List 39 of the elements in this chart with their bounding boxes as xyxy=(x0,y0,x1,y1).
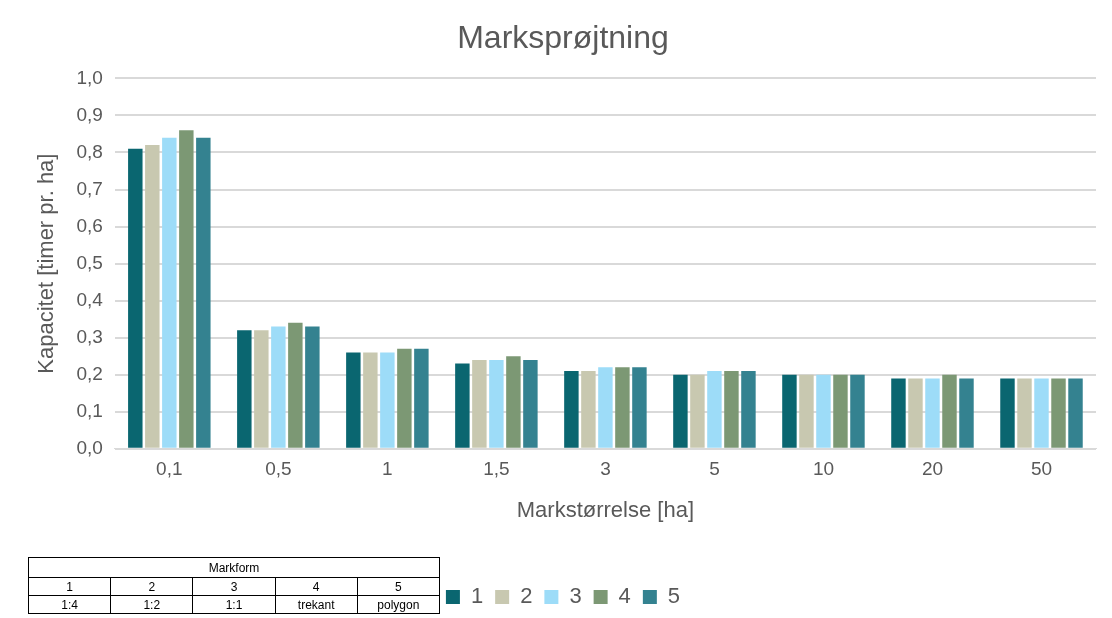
x-tick-label: 5 xyxy=(709,458,720,480)
x-tick-label: 0,1 xyxy=(156,458,183,480)
text: 4 xyxy=(312,579,320,594)
y-tick-label: 0,8 xyxy=(76,140,103,162)
y-tick-label: 0,1 xyxy=(76,399,103,421)
x-tick-label: 10 xyxy=(812,458,835,480)
y-tick-label: 1,0 xyxy=(76,66,103,88)
text: 2 xyxy=(148,579,156,594)
text: 1:4 xyxy=(28,595,111,614)
legend-label: 5 xyxy=(667,583,681,609)
x-tick-label: 0,5 xyxy=(265,458,292,480)
y-tick-label: 0,5 xyxy=(76,251,103,273)
x-tick-label: 50 xyxy=(1030,458,1053,480)
y-tick-label: 0,0 xyxy=(76,437,103,459)
y-tick-label: 0,6 xyxy=(76,214,103,236)
legend-label: 3 xyxy=(569,583,582,609)
x-tick-label: 1 xyxy=(382,458,393,480)
y-tick-label: 0,4 xyxy=(76,288,104,310)
text: trekant xyxy=(275,595,358,614)
text: 1:2 xyxy=(110,595,193,614)
category-label: 3 xyxy=(230,579,238,594)
x-axis-title: Markstørrelse [ha] xyxy=(516,496,695,522)
y-tick-label: 0,7 xyxy=(76,177,103,199)
category-label: 5 xyxy=(395,579,402,594)
text: polygon xyxy=(357,595,440,614)
legend-label: 4 xyxy=(618,583,631,609)
chart-title: Marksprøjtning xyxy=(457,19,669,56)
x-tick-label: 20 xyxy=(921,458,944,480)
legend-label: 2 xyxy=(520,583,533,609)
text: Markform xyxy=(28,557,440,578)
category-label: 1 xyxy=(66,579,73,594)
y-axis-title: Kapacitet [timer pr. ha] xyxy=(33,153,59,374)
y-tick-label: 0,9 xyxy=(76,103,103,125)
y-tick-label: 0,2 xyxy=(76,362,103,384)
x-tick-label: 1,5 xyxy=(483,458,510,480)
y-tick-label: 0,3 xyxy=(76,325,103,347)
x-tick-label: 3 xyxy=(600,458,611,480)
text: 1:1 xyxy=(192,595,276,614)
legend-label: 1 xyxy=(470,583,484,609)
